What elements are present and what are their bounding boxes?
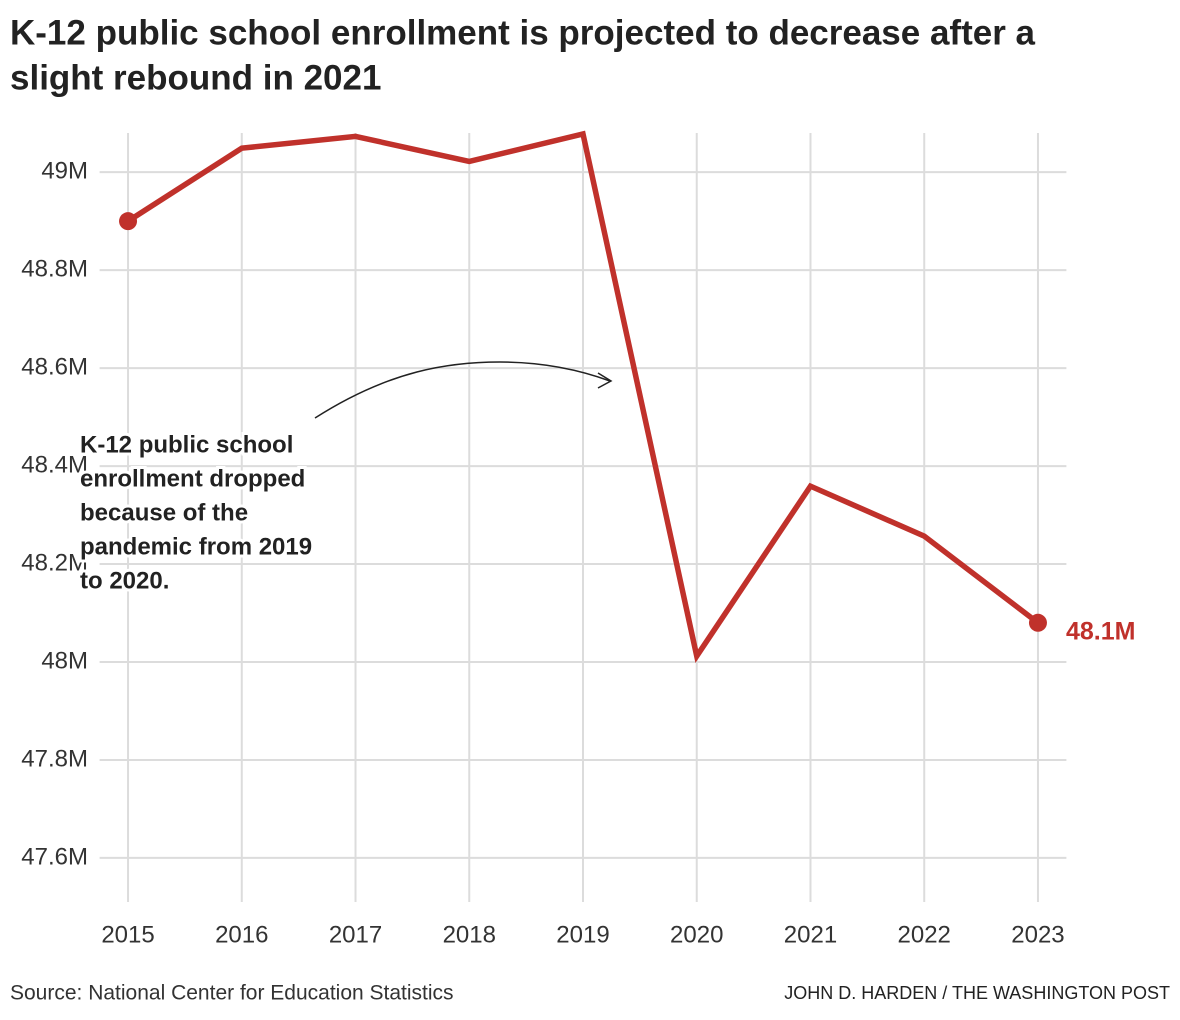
end-marker — [119, 212, 138, 231]
annotation: because of the — [80, 499, 248, 526]
y-tick-label: 47.6M — [21, 843, 88, 870]
y-tick-label: 48.6M — [21, 353, 88, 380]
annotation: K-12 public school — [80, 431, 293, 458]
y-tick-label: 47.8M — [21, 745, 88, 772]
y-tick-label: 48.4M — [21, 451, 88, 478]
chart-title: slight rebound in 2021 — [10, 58, 381, 97]
credit: JOHN D. HARDEN / THE WASHINGTON POST — [784, 983, 1170, 1003]
line — [126, 130, 1040, 664]
annotation-arrow — [314, 361, 611, 419]
value-label: 48.1M — [1066, 617, 1135, 645]
annotation: to 2020. — [80, 567, 169, 594]
x-tick-label: 2017 — [329, 921, 382, 948]
y-tick-label: 48.2M — [21, 549, 88, 576]
chart-title: K-12 public school enrollment is project… — [10, 13, 1036, 52]
y-tick-label: 48M — [41, 647, 88, 674]
x-tick-label: 2021 — [784, 921, 837, 948]
y-tick-label: 48.8M — [21, 255, 88, 282]
x-tick-label: 2016 — [215, 921, 268, 948]
annotation: enrollment dropped — [80, 465, 305, 492]
source: Source: National Center for Education St… — [10, 982, 454, 1005]
x-tick-label: 2015 — [101, 921, 154, 948]
end-marker — [1028, 613, 1047, 632]
x-tick-label: 2019 — [556, 921, 609, 948]
x-tick-label: 2020 — [670, 921, 723, 948]
annotation-arrowhead — [597, 372, 613, 389]
y-tick-label: 49M — [41, 158, 88, 185]
x-tick-label: 2018 — [443, 921, 496, 948]
x-tick-label: 2022 — [898, 921, 951, 948]
x-tick-label: 2023 — [1011, 921, 1064, 948]
annotation: pandemic from 2019 — [80, 533, 312, 560]
